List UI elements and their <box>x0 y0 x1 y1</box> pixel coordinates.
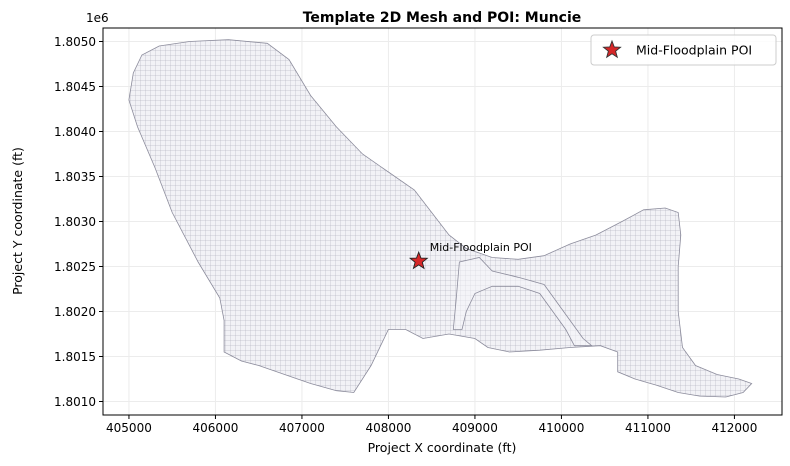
poi-markers <box>408 250 429 270</box>
poi-star-marker <box>408 250 429 270</box>
x-tick-label: 410000 <box>539 421 585 435</box>
y-tick-label: 1.8050 <box>54 35 96 49</box>
x-axis: 405000 406000 407000 408000 409000 410000 4110… <box>106 415 757 435</box>
annotations: Mid-Floodplain POI <box>430 241 532 254</box>
poi-annotation: Mid-Floodplain POI <box>430 241 532 254</box>
x-tick-label: 407000 <box>279 421 325 435</box>
y-tick-label: 1.8030 <box>54 215 96 229</box>
mesh-area <box>128 39 753 398</box>
y-tick-label: 1.8010 <box>54 395 96 409</box>
y-tick-label: 1.8040 <box>54 125 96 139</box>
x-tick-label: 411000 <box>625 421 671 435</box>
channel-mesh-polygon <box>452 257 593 347</box>
y-tick-label: 1.8015 <box>54 350 96 364</box>
x-tick-label: 412000 <box>712 421 758 435</box>
x-tick-label: 408000 <box>366 421 412 435</box>
y-axis: 1.8010 1.8015 1.8020 1.8025 1.8030 1.8035 1.80… <box>54 35 103 409</box>
legend-star-icon <box>602 39 622 59</box>
legend-box <box>590 34 777 66</box>
y-tick-label: 1.8020 <box>54 305 96 319</box>
y-offset-label: 1e6 <box>86 11 109 25</box>
legend-label: Mid-Floodplain POI <box>636 43 752 58</box>
y-tick-label: 1.8035 <box>54 170 96 184</box>
y-axis-label: Project Y coordinate (ft) <box>10 147 25 295</box>
x-tick-label: 405000 <box>106 421 152 435</box>
chart-title: Template 2D Mesh and POI: Muncie <box>303 10 582 26</box>
y-tick-label: 1.8025 <box>54 260 96 274</box>
mesh-polygon <box>128 39 753 398</box>
legend: Mid-Floodplain POI <box>590 34 777 66</box>
x-tick-label: 409000 <box>452 421 498 435</box>
x-tick-label: 406000 <box>193 421 239 435</box>
x-axis-label: Project X coordinate (ft) <box>368 440 517 455</box>
y-tick-label: 1.8045 <box>54 80 96 94</box>
